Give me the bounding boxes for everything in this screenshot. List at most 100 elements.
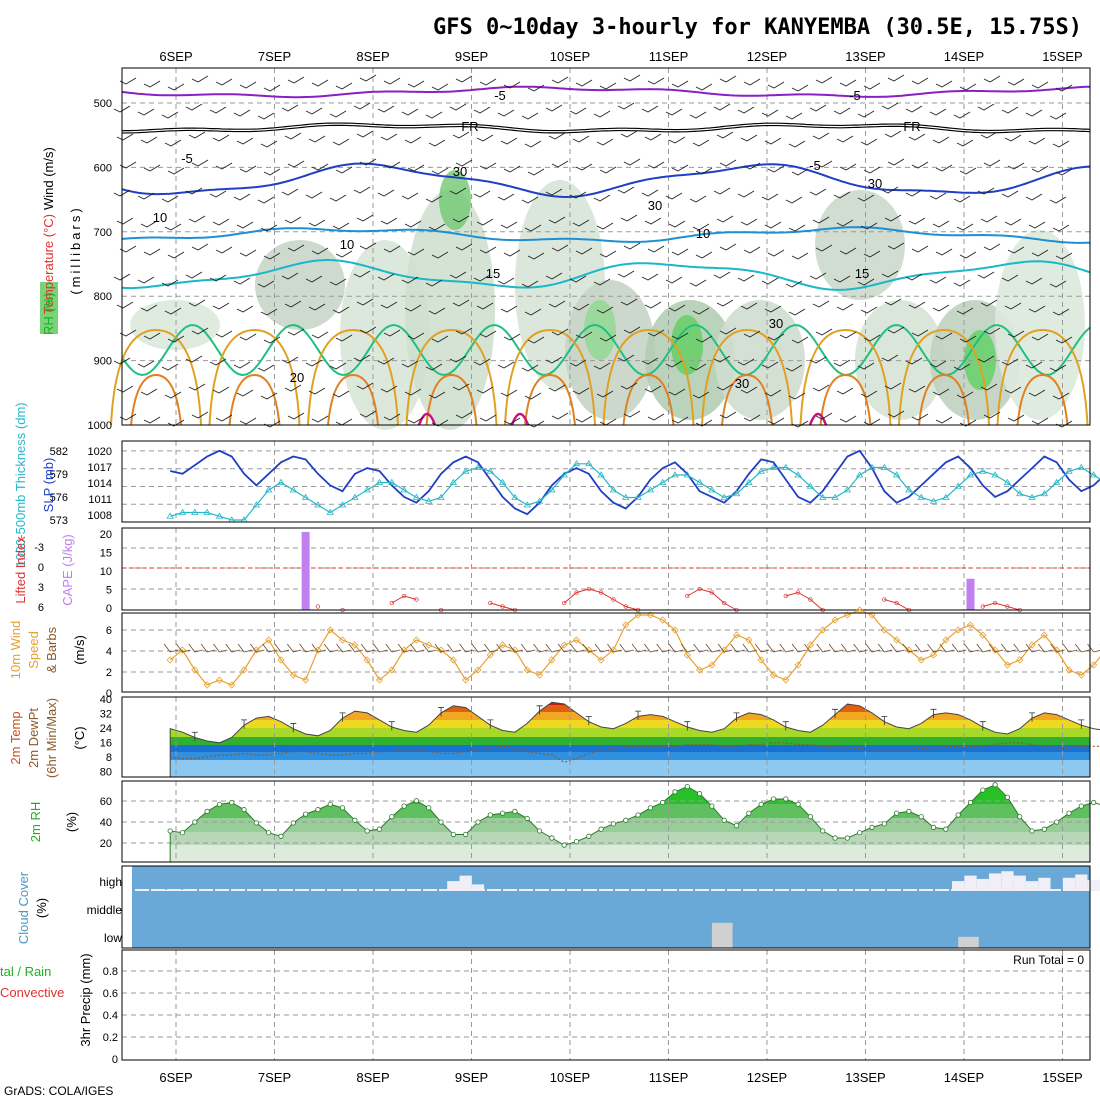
wind-barb <box>353 186 371 194</box>
contour-label: 10 <box>696 226 710 241</box>
wind-speed-point <box>462 676 470 684</box>
wind-barb <box>668 136 686 144</box>
wind-barb-10m <box>804 643 819 653</box>
day-label-top: 15SEP <box>1042 49 1082 64</box>
wind-barb <box>497 361 515 369</box>
rh-point <box>610 821 617 827</box>
day-label-top: 6SEP <box>159 49 192 64</box>
wind-barb <box>239 165 257 173</box>
cloud-high-base <box>167 889 181 891</box>
wind-barb <box>284 216 302 224</box>
wind-barb <box>551 328 569 336</box>
precip-tick: 0.2 <box>103 1032 118 1044</box>
wind-barb-10m <box>877 643 893 653</box>
wind-barb <box>935 416 953 424</box>
thickness-line <box>170 463 1100 521</box>
wind-barb <box>719 327 737 335</box>
thickness-point <box>732 489 741 497</box>
wind-barb-10m <box>200 643 216 653</box>
thickness-point <box>511 493 519 500</box>
wind-barb <box>1007 162 1025 170</box>
wind-barb <box>881 354 899 362</box>
li-point <box>685 593 690 599</box>
wind-barb <box>668 388 686 396</box>
rh-point <box>894 810 900 816</box>
cloud-high-base <box>327 889 341 891</box>
wind-barb-10m <box>533 643 548 653</box>
temp-band <box>170 702 1090 705</box>
wind-barb <box>257 196 275 204</box>
wind-barb <box>551 412 569 420</box>
cloud-high-base <box>535 889 549 891</box>
wind-barb <box>932 136 950 144</box>
wind-barb <box>188 299 206 307</box>
rh-tick: 60 <box>100 796 112 808</box>
wind-barb-10m <box>853 643 868 653</box>
wind-barb <box>305 191 323 199</box>
wind-speed-point <box>375 676 384 684</box>
thickness-point <box>400 486 408 493</box>
wind-barb <box>743 78 761 86</box>
rh-point <box>598 826 604 832</box>
wind-barb <box>935 332 953 340</box>
wind-barb <box>977 355 995 363</box>
cloud-high-base <box>759 889 773 891</box>
wind-barb <box>332 390 350 398</box>
wind-barb <box>644 217 662 225</box>
wind-barb <box>713 187 731 195</box>
wind-barb <box>383 161 401 169</box>
day-label-bottom: 9SEP <box>455 1070 488 1085</box>
wind-barb <box>833 359 851 367</box>
wind-barb <box>143 416 161 424</box>
wind-barb <box>599 250 617 258</box>
wind-barb <box>815 244 833 252</box>
contour-label: 15 <box>486 266 500 281</box>
wind-barb <box>455 75 473 83</box>
wind-speed-point <box>1077 671 1085 679</box>
slp-thickness-panel: 1020 1017 1014 1011 1008 582 579 576 573 <box>50 440 1100 527</box>
wind-barb <box>689 111 707 119</box>
day-label-bottom: 14SEP <box>944 1070 984 1085</box>
wind-barb-10m <box>594 643 610 653</box>
cloud-high-bar <box>976 878 989 891</box>
wind-barb <box>689 195 707 203</box>
wind-barb <box>908 133 926 141</box>
temp-band <box>170 737 1090 745</box>
contour-label: 10 <box>153 210 167 225</box>
wind-barb <box>116 385 134 393</box>
wind-barb-10m <box>668 643 684 653</box>
wind-barb <box>1031 333 1049 341</box>
wind-barb <box>1049 112 1067 120</box>
wind-barb <box>311 163 329 171</box>
cloud-high-base <box>775 889 789 891</box>
wind-barb <box>719 243 737 251</box>
wind-barb <box>887 158 905 166</box>
upper-rh-label: RH (%) <box>41 292 56 335</box>
wind-speed-point <box>979 631 987 639</box>
wind-barb <box>1004 386 1022 394</box>
li-line <box>391 588 1020 611</box>
cloud-high-base <box>183 889 197 891</box>
wind-barb <box>596 222 614 230</box>
wind-speed-point <box>1016 656 1024 664</box>
rh-point <box>586 833 592 839</box>
wind-speed-point <box>572 636 581 644</box>
wind-barb-10m <box>299 643 314 653</box>
minmax-whisker <box>979 721 986 731</box>
wind-barb <box>644 301 662 309</box>
rh-point <box>278 833 284 839</box>
thickness-tick: 573 <box>50 515 68 527</box>
cloud-low-bar <box>711 922 733 948</box>
rh-point <box>266 830 272 836</box>
cloud-high-bar <box>471 884 485 891</box>
wind-barb <box>431 251 449 259</box>
wind-barb <box>380 385 398 393</box>
wind-barb <box>500 305 518 313</box>
thickness-point <box>658 478 667 485</box>
wind-barb-10m <box>656 643 671 653</box>
wind-barb <box>407 80 425 88</box>
day-label-bottom: 8SEP <box>356 1070 389 1085</box>
wind-barb <box>695 83 713 91</box>
wind-barb <box>476 386 494 394</box>
contour-label: 30 <box>735 376 749 391</box>
